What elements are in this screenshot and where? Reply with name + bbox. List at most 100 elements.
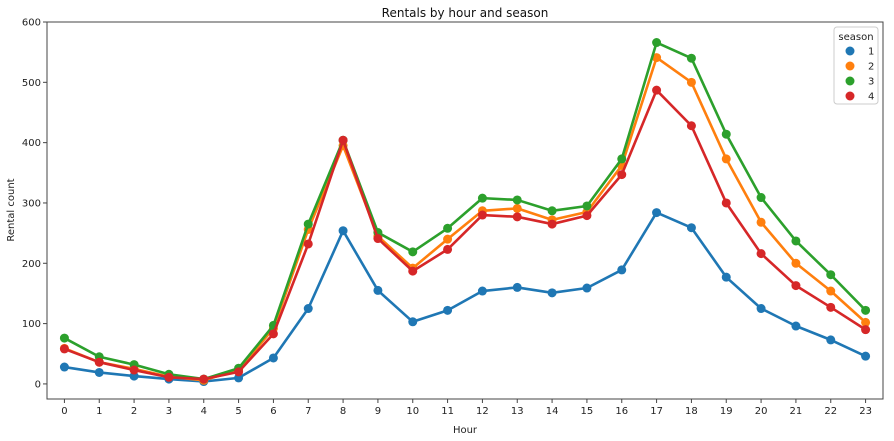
data-point [791,281,801,291]
legend-marker [845,46,855,56]
data-point [652,85,662,95]
data-point [652,53,662,63]
data-point [59,333,69,343]
data-point [652,208,662,218]
y-tick-label: 400 [22,138,41,149]
data-point [443,234,453,244]
y-tick-label: 300 [22,198,41,209]
data-point [791,258,801,268]
data-point [721,198,731,208]
data-point [443,223,453,233]
data-point [826,286,836,296]
data-point [582,201,592,211]
data-point [512,212,522,222]
data-point [59,362,69,372]
x-tick-label: 3 [166,406,172,417]
x-tick-label: 20 [755,406,768,417]
x-tick-label: 21 [790,406,803,417]
data-point [338,135,348,145]
data-point [268,329,278,339]
data-point [59,344,69,354]
data-point [303,239,313,249]
x-tick-label: 15 [581,406,594,417]
data-point [373,285,383,295]
x-tick-label: 23 [859,406,872,417]
x-tick-label: 22 [824,406,837,417]
data-point [408,317,418,327]
data-point [652,38,662,48]
x-tick-label: 16 [615,406,628,417]
legend: season 1 2 3 4 [833,26,879,105]
legend-marker [845,61,855,71]
data-point [721,154,731,164]
data-point [686,223,696,233]
y-tick-label: 100 [22,319,41,330]
data-point [617,170,627,180]
x-tick-label: 13 [511,406,524,417]
x-tick-label: 11 [441,406,454,417]
x-axis: 0 1 2 3 4 5 6 7 8 9 10 11 12 13 14 15 16 17 18 19 20 21 22 23 [61,399,872,417]
data-point [721,272,731,282]
data-point [617,154,627,164]
data-point [686,121,696,131]
data-point [477,210,487,220]
data-point [164,372,174,382]
data-point [756,249,766,259]
data-point [512,282,522,292]
data-point [373,234,383,244]
data-point [199,374,209,384]
data-point [826,335,836,345]
legend-label: 1 [868,47,874,58]
data-point [547,219,557,229]
y-axis: 0 100 200 300 400 500 600 [22,18,47,390]
data-point [756,217,766,227]
data-point [826,270,836,280]
series-4 [59,85,871,384]
legend-title: season [838,32,873,43]
data-point [234,367,244,377]
x-tick-label: 8 [340,406,346,417]
data-point [408,266,418,276]
x-tick-label: 5 [235,406,241,417]
x-tick-label: 17 [650,406,663,417]
legend-label: 4 [868,92,874,103]
data-point [791,236,801,246]
x-tick-label: 10 [406,406,419,417]
x-tick-label: 2 [131,406,137,417]
x-tick-label: 19 [720,406,733,417]
data-point [338,226,348,236]
data-point [303,304,313,314]
data-point [756,193,766,203]
legend-box [833,26,879,105]
data-point [826,302,836,312]
data-point [303,219,313,229]
y-tick-label: 500 [22,78,41,89]
x-tick-label: 1 [96,406,102,417]
legend-marker [845,91,855,101]
data-point [477,193,487,203]
data-point [791,321,801,331]
x-tick-label: 6 [270,406,276,417]
plot-area [46,21,884,400]
x-tick-label: 4 [201,406,207,417]
y-tick-label: 600 [22,18,41,29]
data-point [617,265,627,275]
data-point [443,305,453,315]
data-point [686,53,696,63]
x-tick-label: 18 [685,406,698,417]
data-point [268,353,278,363]
data-point [861,305,871,315]
legend-label: 2 [868,62,874,73]
data-point [582,283,592,293]
x-tick-label: 7 [305,406,311,417]
series-line [64,211,867,383]
data-point [861,317,871,327]
data-point [861,325,871,335]
x-tick-label: 0 [61,406,67,417]
data-point [94,357,104,367]
data-point [408,247,418,257]
data-point [443,244,453,254]
data-point [547,288,557,298]
y-axis-title: Rental count [6,178,17,241]
